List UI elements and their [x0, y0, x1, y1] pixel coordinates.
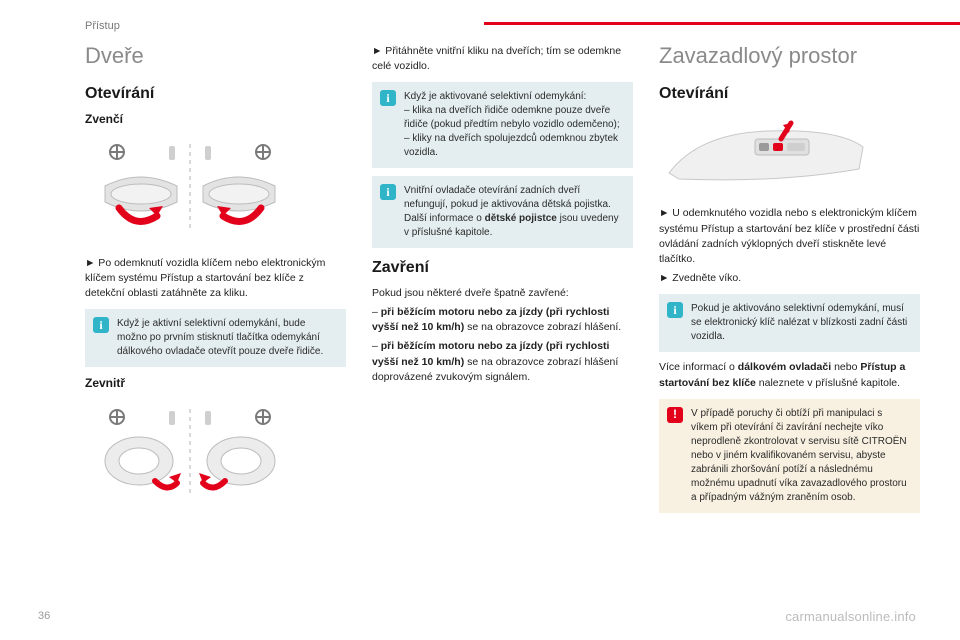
infobox-child-lock: i Vnitřní ovladače otevírání zadních dve… — [372, 176, 633, 248]
text: Další informace o — [404, 213, 485, 224]
para-outside-instruction: ► Po odemknutí vozidla klíčem nebo elekt… — [85, 256, 346, 302]
figure-interior-handles — [85, 403, 295, 503]
heading-opening: Otevírání — [85, 82, 346, 105]
infobox-line-b: Další informace o dětské pojistce jsou u… — [404, 212, 623, 240]
warning-icon: ! — [667, 407, 683, 423]
text: – — [372, 340, 381, 352]
text: se na obrazovce zobrazí hlášení. — [464, 321, 621, 333]
info-icon: i — [93, 317, 109, 333]
infobox-boot-selective: i Pokud je aktivováno selektivní odemyká… — [659, 294, 920, 352]
infobox-selective-unlock-2: i Když je aktivované selektivní odemykán… — [372, 82, 633, 168]
heading-inside: Zevnitř — [85, 375, 346, 392]
figure-boot-handle — [659, 117, 869, 189]
para-boot-1: ► U odemknutého vozidla nebo s elektroni… — [659, 206, 920, 267]
bold-text: dětské pojistce — [485, 213, 557, 224]
text: – — [372, 306, 381, 318]
column-1: Dveře Otevírání Zvenčí ► Po odemknutí vo… — [85, 40, 346, 600]
infobox-bullet-1: – klika na dveřích řidiče odemkne pouze … — [404, 104, 623, 132]
info-icon: i — [380, 90, 396, 106]
text: naleznete v příslušné kapitole. — [756, 377, 900, 389]
info-icon: i — [667, 302, 683, 318]
bold-text: dálkovém ovladači — [738, 361, 831, 373]
warnbox-boot: ! V případě poruchy či obtíží při manipu… — [659, 399, 920, 513]
infobox-line-a: Vnitřní ovladače otevírání zadních dveří… — [404, 184, 623, 212]
infobox-body: Když je aktivované selektivní odemykání:… — [404, 90, 623, 160]
header-accent-bar — [484, 22, 960, 25]
infobox-selective-unlock-1: i Když je aktivní selektivní odemykání, … — [85, 309, 346, 367]
para-close-1: – při běžícím motoru nebo za jízdy (při … — [372, 305, 633, 335]
infobox-lead: Když je aktivované selektivní odemykání: — [404, 90, 623, 104]
watermark: carmanualsonline.info — [785, 609, 916, 624]
para-boot-3: Více informací o dálkovém ovladači nebo … — [659, 360, 920, 390]
section-label: Přístup — [85, 20, 120, 32]
para-close-intro: Pokud jsou některé dveře špatně zavřené: — [372, 286, 633, 301]
heading-doors: Dveře — [85, 40, 346, 72]
infobox-body: Vnitřní ovladače otevírání zadních dveří… — [404, 184, 623, 240]
infobox-bullet-2: – kliky na dveřích spolujezdců odemknou … — [404, 132, 623, 160]
heading-outside: Zvenčí — [85, 111, 346, 128]
page-content: Dveře Otevírání Zvenčí ► Po odemknutí vo… — [85, 40, 920, 600]
warnbox-text: V případě poruchy či obtíží při manipula… — [691, 407, 910, 505]
figure-exterior-handles — [85, 138, 295, 238]
heading-boot-opening: Otevírání — [659, 82, 920, 105]
heading-boot: Zavazadlový prostor — [659, 40, 920, 72]
text: nebo — [831, 361, 860, 373]
text: Více informací o — [659, 361, 738, 373]
column-2: ► Přitáhněte vnitřní kliku na dveřích; t… — [372, 40, 633, 600]
infobox-text: Pokud je aktivováno selektivní odemykání… — [691, 302, 910, 344]
column-3: Zavazadlový prostor Otevírání ► U odemkn… — [659, 40, 920, 600]
heading-closing: Zavření — [372, 256, 633, 279]
page-number: 36 — [38, 610, 50, 622]
infobox-text: Když je aktivní selektivní odemykání, bu… — [117, 317, 336, 359]
info-icon: i — [380, 184, 396, 200]
para-close-2: – při běžícím motoru nebo za jízdy (při … — [372, 339, 633, 385]
para-boot-2: ► Zvedněte víko. — [659, 271, 920, 286]
para-pull-handle: ► Přitáhněte vnitřní kliku na dveřích; t… — [372, 44, 633, 74]
